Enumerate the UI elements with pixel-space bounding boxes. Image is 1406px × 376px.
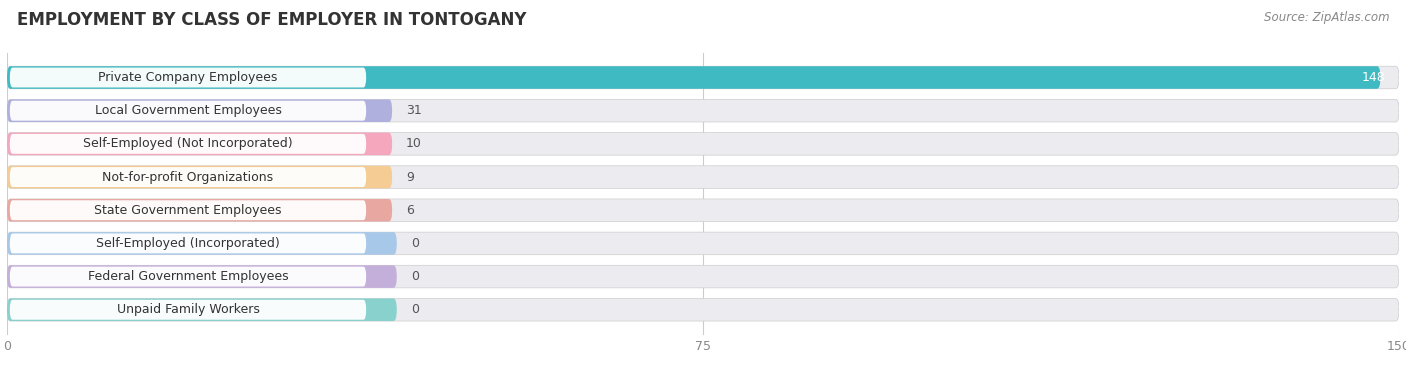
FancyBboxPatch shape xyxy=(7,199,1399,221)
FancyBboxPatch shape xyxy=(7,265,1399,288)
FancyBboxPatch shape xyxy=(10,101,366,121)
Text: 148: 148 xyxy=(1361,71,1385,84)
FancyBboxPatch shape xyxy=(7,99,392,122)
FancyBboxPatch shape xyxy=(7,66,1399,89)
FancyBboxPatch shape xyxy=(7,299,396,321)
Text: Federal Government Employees: Federal Government Employees xyxy=(87,270,288,283)
Text: Not-for-profit Organizations: Not-for-profit Organizations xyxy=(103,171,274,183)
Text: State Government Employees: State Government Employees xyxy=(94,204,281,217)
Text: Source: ZipAtlas.com: Source: ZipAtlas.com xyxy=(1264,11,1389,24)
FancyBboxPatch shape xyxy=(7,232,396,255)
Text: Self-Employed (Incorporated): Self-Employed (Incorporated) xyxy=(96,237,280,250)
FancyBboxPatch shape xyxy=(7,133,392,155)
FancyBboxPatch shape xyxy=(7,66,1381,89)
FancyBboxPatch shape xyxy=(10,167,366,187)
FancyBboxPatch shape xyxy=(10,300,366,320)
FancyBboxPatch shape xyxy=(7,99,1399,122)
Text: Unpaid Family Workers: Unpaid Family Workers xyxy=(117,303,260,316)
FancyBboxPatch shape xyxy=(7,133,1399,155)
Text: Local Government Employees: Local Government Employees xyxy=(94,104,281,117)
Text: 0: 0 xyxy=(411,303,419,316)
FancyBboxPatch shape xyxy=(7,299,1399,321)
Text: 6: 6 xyxy=(406,204,413,217)
Text: 10: 10 xyxy=(406,137,422,150)
FancyBboxPatch shape xyxy=(10,267,366,287)
FancyBboxPatch shape xyxy=(10,68,366,88)
Text: EMPLOYMENT BY CLASS OF EMPLOYER IN TONTOGANY: EMPLOYMENT BY CLASS OF EMPLOYER IN TONTO… xyxy=(17,11,526,29)
Text: 31: 31 xyxy=(406,104,422,117)
FancyBboxPatch shape xyxy=(10,200,366,220)
FancyBboxPatch shape xyxy=(7,166,1399,188)
FancyBboxPatch shape xyxy=(7,166,392,188)
Text: 9: 9 xyxy=(406,171,413,183)
Text: 0: 0 xyxy=(411,270,419,283)
Text: 0: 0 xyxy=(411,237,419,250)
FancyBboxPatch shape xyxy=(7,232,1399,255)
FancyBboxPatch shape xyxy=(7,265,396,288)
FancyBboxPatch shape xyxy=(10,233,366,253)
Text: Private Company Employees: Private Company Employees xyxy=(98,71,277,84)
FancyBboxPatch shape xyxy=(10,134,366,154)
FancyBboxPatch shape xyxy=(7,199,392,221)
Text: Self-Employed (Not Incorporated): Self-Employed (Not Incorporated) xyxy=(83,137,292,150)
